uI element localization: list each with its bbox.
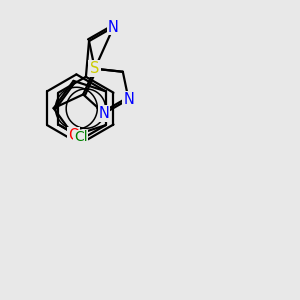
Text: O: O <box>68 128 79 143</box>
Text: N: N <box>108 20 119 34</box>
Text: N: N <box>123 92 134 107</box>
Text: Cl: Cl <box>74 130 88 144</box>
Text: S: S <box>90 61 100 76</box>
Text: N: N <box>89 61 100 76</box>
Text: N: N <box>99 106 110 121</box>
